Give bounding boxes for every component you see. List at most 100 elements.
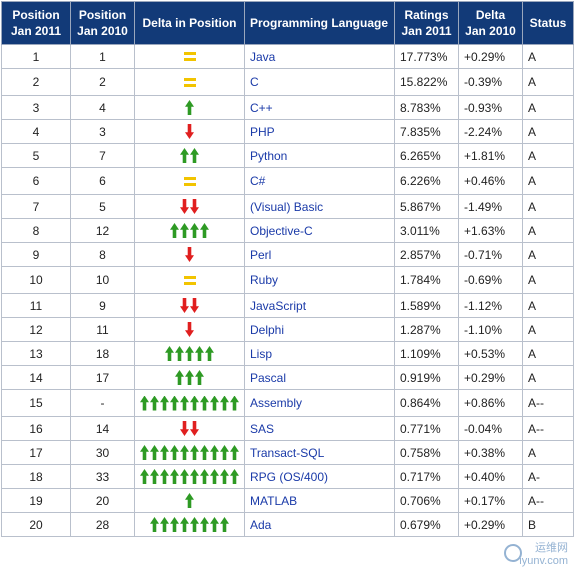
arrow-up-icon: [180, 395, 189, 411]
table-row: 7 5 (Visual) Basic 5.867% -1.49% A: [1, 194, 574, 219]
cell-language-link[interactable]: Objective-C: [244, 218, 395, 243]
cell-status: A: [522, 440, 574, 465]
cell-status: A: [522, 167, 574, 195]
cell-position-2011: 18: [1, 464, 71, 489]
cell-delta-in-position: [134, 242, 245, 267]
cell-ratings: 1.287%: [394, 317, 459, 342]
delta-arrows: [140, 421, 239, 437]
cell-delta-ratings: -0.04%: [458, 416, 523, 441]
cell-language-link[interactable]: Perl: [244, 242, 395, 267]
cell-delta-in-position: [134, 440, 245, 465]
cell-language-link[interactable]: Pascal: [244, 365, 395, 390]
cell-status: A--: [522, 389, 574, 417]
cell-delta-in-position: [134, 317, 245, 342]
cell-language-link[interactable]: C++: [244, 95, 395, 120]
cell-ratings: 2.857%: [394, 242, 459, 267]
delta-arrows: [140, 173, 239, 189]
arrow-up-icon: [190, 469, 199, 484]
table-row: 16 14 SAS 0.771% -0.04% A--: [1, 416, 574, 441]
cell-language-link[interactable]: RPG (OS/400): [244, 464, 395, 489]
cell-delta-ratings: +0.29%: [458, 512, 523, 537]
arrow-up-icon: [190, 395, 199, 411]
cell-delta-in-position: [134, 218, 245, 243]
cell-language-link[interactable]: Transact-SQL: [244, 440, 395, 465]
cell-position-2011: 16: [1, 416, 71, 441]
cell-delta-in-position: [134, 167, 245, 195]
cell-language-link[interactable]: Delphi: [244, 317, 395, 342]
cell-delta-in-position: [134, 464, 245, 489]
cell-ratings: 7.835%: [394, 119, 459, 144]
header-ratings: Ratings Jan 2011: [394, 1, 459, 45]
cell-language-link[interactable]: Lisp: [244, 341, 395, 366]
cell-status: A: [522, 119, 574, 144]
cell-language-link[interactable]: Assembly: [244, 389, 395, 417]
cell-position-2010: 11: [70, 317, 135, 342]
cell-delta-in-position: [134, 341, 245, 366]
cell-delta-ratings: -1.10%: [458, 317, 523, 342]
cell-status: A: [522, 95, 574, 120]
header-status: Status: [522, 1, 574, 45]
delta-arrows: [140, 272, 239, 288]
header-delta-ratings: Delta Jan 2010: [458, 1, 523, 45]
arrow-up-icon: [140, 395, 149, 411]
arrow-up-icon: [175, 370, 184, 385]
cell-ratings: 15.822%: [394, 68, 459, 96]
watermark-line2: iyunv.com: [519, 555, 568, 567]
arrow-up-icon: [165, 346, 174, 361]
delta-arrows: [140, 49, 239, 65]
delta-arrows: [140, 493, 239, 509]
cell-status: A: [522, 44, 574, 69]
cell-language-link[interactable]: MATLAB: [244, 488, 395, 513]
cell-language-link[interactable]: (Visual) Basic: [244, 194, 395, 219]
arrow-up-icon: [190, 223, 199, 238]
cell-language-link[interactable]: Ruby: [244, 266, 395, 294]
table-row: 4 3 PHP 7.835% -2.24% A: [1, 119, 574, 144]
cell-delta-ratings: +0.17%: [458, 488, 523, 513]
cell-position-2011: 5: [1, 143, 71, 168]
cell-language-link[interactable]: Python: [244, 143, 395, 168]
cell-status: A: [522, 317, 574, 342]
delta-arrows: [140, 469, 239, 485]
arrow-up-icon: [185, 346, 194, 361]
cell-position-2010: 2: [70, 68, 135, 96]
cell-position-2011: 6: [1, 167, 71, 195]
arrow-up-icon: [170, 445, 179, 460]
cell-position-2011: 9: [1, 242, 71, 267]
cell-language-link[interactable]: SAS: [244, 416, 395, 441]
cell-delta-ratings: +0.46%: [458, 167, 523, 195]
cell-position-2011: 8: [1, 218, 71, 243]
delta-arrows: [140, 322, 239, 338]
cell-language-link[interactable]: PHP: [244, 119, 395, 144]
cell-position-2010: 18: [70, 341, 135, 366]
cell-status: A: [522, 143, 574, 168]
cell-language-link[interactable]: Java: [244, 44, 395, 69]
arrow-up-icon: [200, 517, 209, 532]
cell-language-link[interactable]: C: [244, 68, 395, 96]
arrow-down-icon: [190, 298, 199, 313]
arrow-up-icon: [140, 469, 149, 484]
cell-language-link[interactable]: JavaScript: [244, 293, 395, 318]
cell-position-2011: 11: [1, 293, 71, 318]
cell-status: A: [522, 218, 574, 243]
table-row: 12 11 Delphi 1.287% -1.10% A: [1, 317, 574, 342]
tiobe-index-table: Position Jan 2011 Position Jan 2010 Delt…: [1, 1, 574, 537]
table-row: 20 28 Ada 0.679% +0.29% B: [1, 512, 574, 537]
cell-delta-in-position: [134, 365, 245, 390]
cell-status: A: [522, 68, 574, 96]
cell-position-2011: 4: [1, 119, 71, 144]
watermark-line1: 运维网: [535, 542, 568, 554]
cell-language-link[interactable]: C#: [244, 167, 395, 195]
cell-delta-ratings: +1.63%: [458, 218, 523, 243]
arrow-up-icon: [175, 346, 184, 361]
arrow-up-icon: [180, 469, 189, 484]
cell-language-link[interactable]: Ada: [244, 512, 395, 537]
cell-status: A: [522, 266, 574, 294]
cell-delta-ratings: +0.29%: [458, 44, 523, 69]
arrow-up-icon: [170, 223, 179, 238]
delta-arrows: [140, 74, 239, 90]
cell-delta-in-position: [134, 143, 245, 168]
table-row: 11 9 JavaScript 1.589% -1.12% A: [1, 293, 574, 318]
cell-ratings: 0.864%: [394, 389, 459, 417]
table-row: 9 8 Perl 2.857% -0.71% A: [1, 242, 574, 267]
arrow-up-icon: [150, 469, 159, 484]
